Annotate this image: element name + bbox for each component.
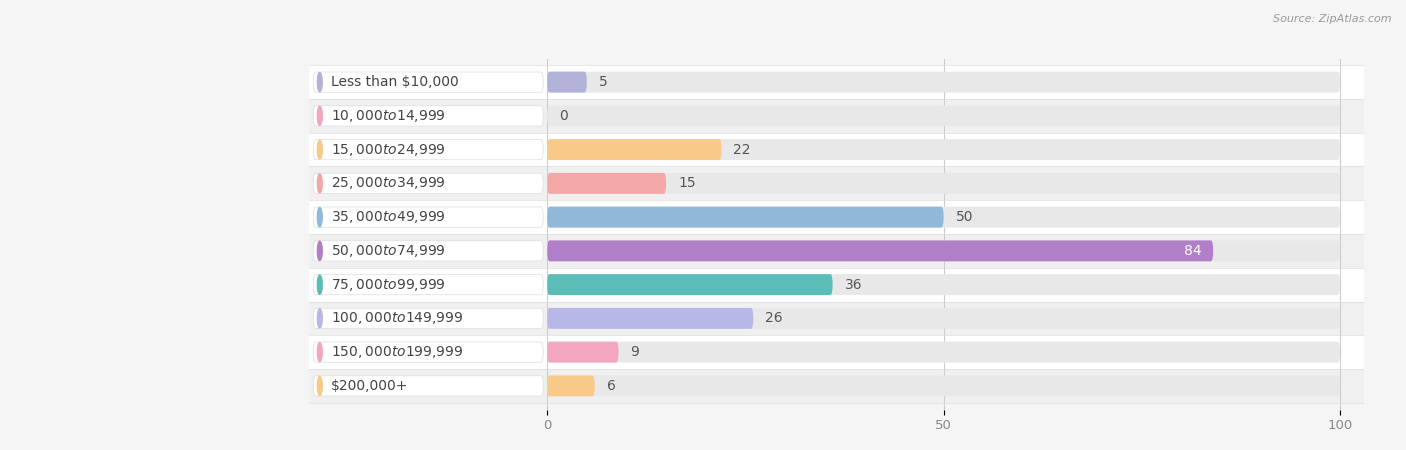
FancyBboxPatch shape — [314, 376, 543, 396]
Text: $35,000 to $49,999: $35,000 to $49,999 — [330, 209, 446, 225]
Text: $10,000 to $14,999: $10,000 to $14,999 — [330, 108, 446, 124]
FancyBboxPatch shape — [314, 342, 543, 362]
FancyBboxPatch shape — [547, 308, 754, 329]
Bar — [309, 200, 1364, 234]
Text: 6: 6 — [606, 379, 616, 393]
Text: 84: 84 — [1184, 244, 1201, 258]
Text: 9: 9 — [630, 345, 640, 359]
Circle shape — [318, 377, 322, 395]
Bar — [309, 302, 1364, 335]
Bar — [309, 133, 1364, 166]
Text: 26: 26 — [765, 311, 783, 325]
Circle shape — [318, 175, 322, 192]
Text: Less than $10,000: Less than $10,000 — [330, 75, 458, 89]
FancyBboxPatch shape — [547, 274, 832, 295]
Text: FAMILY INCOME BRACKETS IN PEABODY: FAMILY INCOME BRACKETS IN PEABODY — [176, 0, 607, 4]
FancyBboxPatch shape — [547, 139, 721, 160]
FancyBboxPatch shape — [547, 274, 1340, 295]
FancyBboxPatch shape — [314, 207, 543, 227]
Text: Source: ZipAtlas.com: Source: ZipAtlas.com — [1274, 14, 1392, 23]
Circle shape — [318, 376, 322, 396]
FancyBboxPatch shape — [547, 207, 1340, 228]
FancyBboxPatch shape — [314, 241, 543, 261]
Bar — [309, 166, 1364, 200]
Text: $75,000 to $99,999: $75,000 to $99,999 — [330, 277, 446, 292]
Text: 50: 50 — [956, 210, 973, 224]
Bar — [309, 99, 1364, 133]
FancyBboxPatch shape — [547, 308, 1340, 329]
FancyBboxPatch shape — [314, 274, 543, 295]
Circle shape — [318, 242, 322, 260]
Text: 5: 5 — [599, 75, 607, 89]
FancyBboxPatch shape — [547, 375, 1340, 396]
FancyBboxPatch shape — [547, 173, 666, 194]
Circle shape — [318, 275, 322, 294]
FancyBboxPatch shape — [547, 207, 943, 228]
FancyBboxPatch shape — [547, 342, 1340, 363]
FancyBboxPatch shape — [314, 72, 543, 92]
FancyBboxPatch shape — [547, 72, 586, 93]
FancyBboxPatch shape — [547, 342, 619, 363]
Text: $100,000 to $149,999: $100,000 to $149,999 — [330, 310, 463, 326]
Circle shape — [318, 310, 322, 327]
FancyBboxPatch shape — [547, 105, 1340, 126]
Circle shape — [318, 207, 322, 227]
Text: 15: 15 — [678, 176, 696, 190]
FancyBboxPatch shape — [547, 173, 1340, 194]
Circle shape — [318, 106, 322, 126]
Text: 0: 0 — [560, 109, 568, 123]
Text: $200,000+: $200,000+ — [330, 379, 408, 393]
Bar — [309, 234, 1364, 268]
Bar — [309, 268, 1364, 302]
Circle shape — [318, 208, 322, 226]
Circle shape — [318, 72, 322, 92]
Circle shape — [318, 343, 322, 361]
FancyBboxPatch shape — [314, 140, 543, 160]
Circle shape — [318, 141, 322, 158]
Bar — [309, 65, 1364, 99]
FancyBboxPatch shape — [547, 139, 1340, 160]
Text: 22: 22 — [734, 143, 751, 157]
Text: $50,000 to $74,999: $50,000 to $74,999 — [330, 243, 446, 259]
Circle shape — [318, 174, 322, 193]
Text: $15,000 to $24,999: $15,000 to $24,999 — [330, 142, 446, 158]
FancyBboxPatch shape — [547, 375, 595, 396]
Text: $150,000 to $199,999: $150,000 to $199,999 — [330, 344, 463, 360]
Circle shape — [318, 73, 322, 91]
Bar — [309, 369, 1364, 403]
Circle shape — [318, 342, 322, 362]
Bar — [309, 335, 1364, 369]
Circle shape — [318, 140, 322, 159]
FancyBboxPatch shape — [314, 106, 543, 126]
FancyBboxPatch shape — [547, 240, 1213, 261]
Text: 36: 36 — [845, 278, 862, 292]
Circle shape — [318, 107, 322, 125]
FancyBboxPatch shape — [547, 72, 1340, 93]
Circle shape — [318, 241, 322, 261]
FancyBboxPatch shape — [547, 240, 1340, 261]
Text: $25,000 to $34,999: $25,000 to $34,999 — [330, 176, 446, 191]
FancyBboxPatch shape — [314, 308, 543, 328]
Circle shape — [318, 276, 322, 293]
Circle shape — [318, 309, 322, 328]
FancyBboxPatch shape — [314, 173, 543, 194]
